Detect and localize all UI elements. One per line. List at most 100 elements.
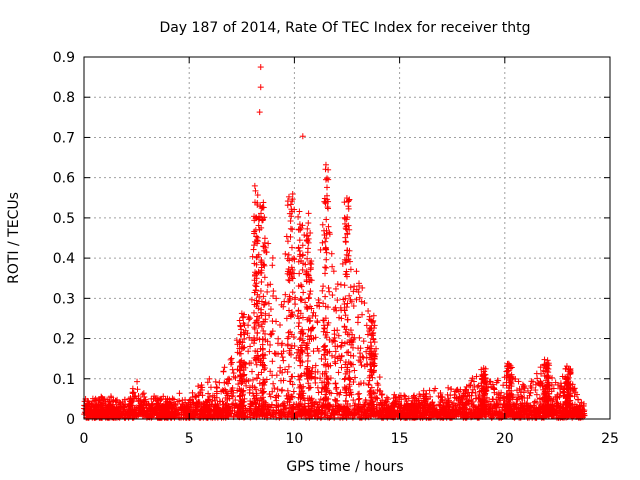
x-tick-label: 0 <box>80 431 89 447</box>
data-point <box>323 249 330 256</box>
data-point <box>287 225 294 232</box>
y-axis-label: ROTI / TECUs <box>6 192 22 284</box>
data-point <box>331 331 338 338</box>
data-point <box>280 357 287 364</box>
data-point <box>533 391 540 398</box>
data-point <box>278 377 285 384</box>
data-point <box>575 396 582 403</box>
data-point <box>420 387 427 394</box>
data-point <box>332 304 339 311</box>
data-point <box>230 389 237 396</box>
chart-title: Day 187 of 2014, Rate Of TEC Index for r… <box>159 20 530 36</box>
data-point <box>241 335 248 342</box>
x-tick-label: 15 <box>391 431 409 447</box>
y-tick-label: 0 <box>66 412 75 428</box>
data-point <box>345 205 352 212</box>
data-point <box>307 264 314 271</box>
data-point <box>348 298 355 305</box>
data-point <box>314 318 321 325</box>
data-point <box>338 342 345 349</box>
data-point <box>269 358 276 365</box>
data-point <box>204 379 211 386</box>
y-tick-label: 0.3 <box>53 291 75 307</box>
data-point <box>370 312 377 319</box>
data-point <box>363 322 370 329</box>
data-point <box>320 283 327 290</box>
data-point <box>337 281 344 288</box>
data-point <box>277 321 284 328</box>
data-point <box>269 262 276 269</box>
data-point <box>257 64 264 71</box>
data-point <box>299 266 306 273</box>
data-point <box>250 246 257 253</box>
data-point <box>260 388 267 395</box>
data-point <box>206 375 213 382</box>
data-point <box>317 375 324 382</box>
data-point <box>307 317 314 324</box>
data-point <box>225 380 232 387</box>
data-point <box>321 342 328 349</box>
data-point <box>300 289 307 296</box>
data-point <box>237 323 244 330</box>
x-axis-label: GPS time / hours <box>286 459 403 475</box>
data-point <box>338 339 345 346</box>
data-point <box>285 251 292 258</box>
data-point <box>257 287 264 294</box>
data-point <box>365 308 372 315</box>
data-point <box>346 375 353 382</box>
data-point <box>304 225 311 232</box>
data-point <box>322 264 329 271</box>
data-point <box>274 386 281 393</box>
data-point <box>264 288 271 295</box>
data-point <box>342 239 349 246</box>
data-point <box>270 380 277 387</box>
data-point <box>338 364 345 371</box>
data-point <box>304 358 311 365</box>
data-point <box>253 375 260 382</box>
data-point <box>328 250 335 257</box>
data-point <box>329 292 336 299</box>
data-point <box>320 328 327 335</box>
data-point <box>250 309 257 316</box>
data-point <box>269 328 276 335</box>
data-point <box>134 378 141 385</box>
data-point <box>323 264 330 271</box>
data-point <box>289 191 296 198</box>
data-point <box>306 384 313 391</box>
data-point <box>228 355 235 362</box>
data-point <box>283 315 290 322</box>
data-point <box>358 362 365 369</box>
data-point <box>258 278 265 285</box>
data-point <box>364 331 371 338</box>
data-point <box>246 315 253 322</box>
data-point <box>534 375 541 382</box>
data-point <box>341 282 348 289</box>
data-point <box>220 368 227 375</box>
data-point <box>174 398 181 405</box>
data-point <box>297 295 304 302</box>
data-point <box>271 350 278 357</box>
data-point <box>323 256 330 263</box>
data-point <box>212 378 219 385</box>
data-point <box>266 348 273 355</box>
grid <box>84 57 610 419</box>
data-point <box>356 390 363 397</box>
data-point <box>322 238 329 245</box>
data-point <box>354 319 361 326</box>
data-point <box>279 354 286 361</box>
y-tick-label: 0.9 <box>53 50 75 66</box>
data-point <box>323 184 330 191</box>
data-point <box>319 239 326 246</box>
data-point <box>299 133 306 140</box>
data-point <box>314 368 321 375</box>
data-point <box>332 385 339 392</box>
data-point <box>338 352 345 359</box>
y-tick-label: 0.7 <box>53 130 75 146</box>
data-point <box>332 354 339 361</box>
y-tick-label: 0.4 <box>53 251 75 267</box>
y-tick-label: 0.2 <box>53 332 75 348</box>
data-point <box>257 84 264 91</box>
data-point <box>304 245 311 252</box>
data-point <box>305 220 312 227</box>
